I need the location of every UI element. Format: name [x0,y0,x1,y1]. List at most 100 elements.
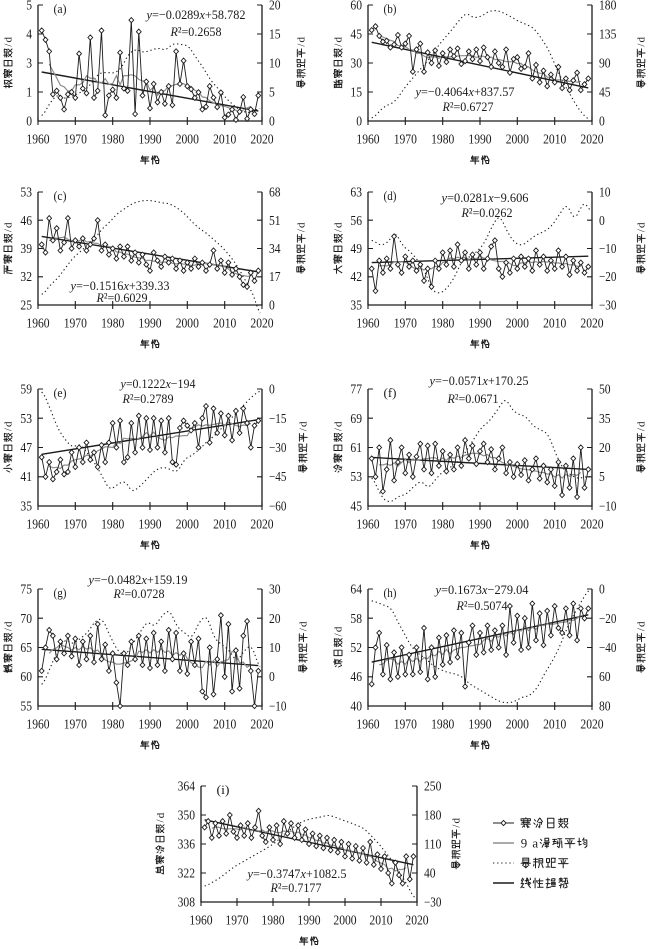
svg-text:1970: 1970 [394,316,417,331]
svg-text:1970: 1970 [64,132,87,147]
svg-text:−40: −40 [599,640,617,655]
svg-text:d: d [3,421,15,427]
svg-text:1970: 1970 [64,717,87,732]
svg-text:3: 3 [26,56,32,71]
svg-text:d: d [298,621,310,627]
svg-text:2000: 2000 [333,913,356,928]
svg-text:1980: 1980 [101,316,124,331]
svg-text:2020: 2020 [250,717,273,732]
svg-text:−10: −10 [269,699,287,714]
svg-text:35: 35 [599,411,611,426]
svg-text:/: / [636,43,648,47]
svg-text:20: 20 [269,611,281,626]
svg-text:R²=0.5074: R²=0.5074 [456,598,508,613]
svg-text:1980: 1980 [431,316,454,331]
svg-text:69: 69 [350,411,362,426]
svg-text:1980: 1980 [101,132,124,147]
svg-text:(a): (a) [54,1,67,16]
svg-text:40: 40 [424,866,436,881]
svg-text:1960: 1960 [26,132,49,147]
svg-text:−20: −20 [599,611,617,626]
svg-text:40: 40 [350,699,362,714]
svg-text:53: 53 [20,185,32,200]
svg-text:135: 135 [599,27,617,42]
svg-text:1960: 1960 [356,316,379,331]
svg-text:d: d [451,817,463,823]
svg-text:34: 34 [269,241,281,256]
svg-text:(h): (h) [384,585,397,600]
svg-text:1980: 1980 [431,717,454,732]
svg-text:1970: 1970 [394,132,417,147]
svg-text:0: 0 [269,114,275,129]
svg-text:y=0.1222x−194: y=0.1222x−194 [119,376,196,391]
svg-text:1960: 1960 [26,517,49,532]
svg-text:58: 58 [350,611,362,626]
svg-text:55: 55 [20,699,32,714]
svg-text:1990: 1990 [138,717,161,732]
svg-text:0: 0 [356,114,362,129]
svg-text:1990: 1990 [468,132,491,147]
svg-text:80: 80 [599,699,611,714]
svg-text:0: 0 [269,382,275,397]
svg-text:0: 0 [269,669,275,684]
svg-text:35: 35 [350,298,362,313]
svg-text:2000: 2000 [506,717,529,732]
svg-text:y=−0.0571x+170.25: y=−0.0571x+170.25 [428,373,529,388]
svg-text:0: 0 [269,298,275,313]
svg-text:2010: 2010 [213,517,236,532]
svg-text:308: 308 [178,895,196,910]
svg-text:30: 30 [350,56,362,71]
svg-text:y=−0.0289x+58.782: y=−0.0289x+58.782 [145,7,246,22]
svg-text:1990: 1990 [297,913,320,928]
svg-text:1980: 1980 [431,132,454,147]
svg-text:60: 60 [20,669,32,684]
svg-text:/: / [333,228,345,232]
svg-text:1960: 1960 [189,913,212,928]
svg-text:−10: −10 [599,241,617,256]
svg-text:−10: −10 [599,499,617,514]
svg-text:10: 10 [599,185,611,200]
svg-text:45: 45 [350,499,362,514]
svg-text:1960: 1960 [356,517,379,532]
svg-text:y=−0.3747x+1082.5: y=−0.3747x+1082.5 [246,866,347,881]
svg-text:/: / [636,228,648,232]
svg-text:2010: 2010 [213,316,236,331]
svg-text:2020: 2020 [405,913,428,928]
svg-text:1990: 1990 [468,517,491,532]
svg-text:77: 77 [350,382,362,397]
svg-text:/: / [3,228,15,232]
svg-text:R²=0.6727: R²=0.6727 [442,99,494,114]
svg-text:d: d [298,421,310,427]
svg-text:−15: −15 [269,411,287,426]
svg-text:47: 47 [20,440,32,455]
svg-text:d: d [636,36,648,42]
svg-text:39: 39 [20,241,32,256]
svg-text:2010: 2010 [543,316,566,331]
svg-text:25: 25 [20,298,32,313]
svg-text:61: 61 [350,440,362,455]
svg-text:1980: 1980 [101,517,124,532]
svg-text:51: 51 [269,213,281,228]
svg-text:15: 15 [350,85,362,100]
svg-text:(g): (g) [54,585,67,600]
svg-text:(c): (c) [54,188,67,203]
svg-text:0: 0 [599,582,605,597]
svg-text:42: 42 [350,269,362,284]
svg-text:1970: 1970 [64,517,87,532]
svg-text:2020: 2020 [250,316,273,331]
svg-text:2020: 2020 [580,517,603,532]
svg-text:2000: 2000 [176,316,199,331]
svg-text:63: 63 [350,185,362,200]
svg-text:1970: 1970 [64,316,87,331]
svg-text:2020: 2020 [580,717,603,732]
svg-text:/: / [298,627,310,631]
svg-text:d: d [3,36,15,42]
svg-text:45: 45 [350,27,362,42]
svg-text:d: d [636,421,648,427]
svg-text:1990: 1990 [138,316,161,331]
svg-text:d: d [296,222,308,228]
svg-text:180: 180 [424,808,442,823]
svg-text:/: / [296,228,308,232]
svg-text:−20: −20 [599,269,617,284]
svg-text:(e): (e) [54,385,67,400]
